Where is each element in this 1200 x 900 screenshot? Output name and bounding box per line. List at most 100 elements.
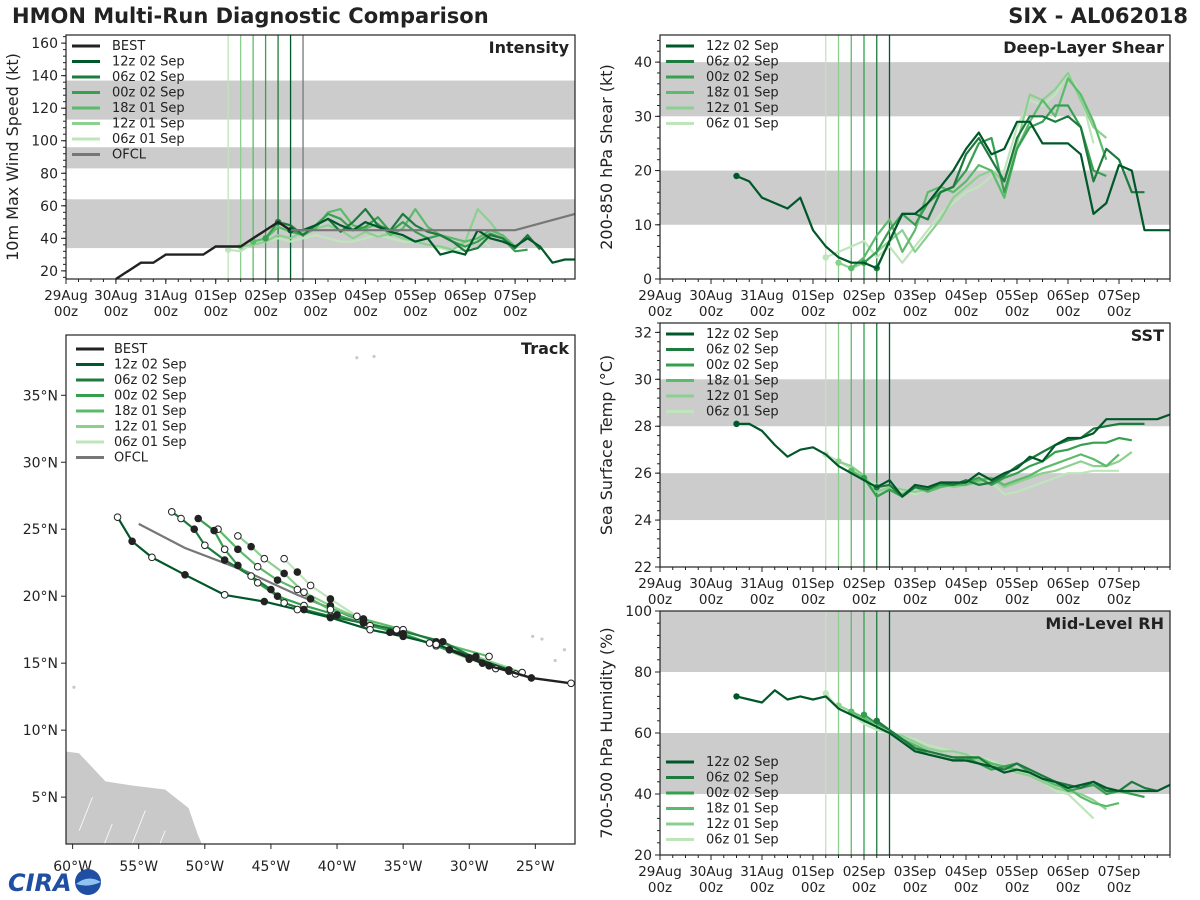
border-line-0 [131,810,146,844]
rh-ytick-label: 40 [634,787,652,803]
track-point-3 [273,576,282,584]
shear-series-start-3 [848,264,855,272]
intensity-xtick-label: 04Sep [344,288,387,304]
intensity-legend-label: 06z 02 Sep [112,70,185,85]
track-point-1 [177,514,185,523]
track-point-2 [234,561,242,570]
track-legend-label: 12z 02 Sep [114,358,187,373]
sst-xtick-label: 04Sep [945,576,988,592]
sst-xtick-label-time: 00z [750,592,774,608]
shear-ytick-label: 0 [643,272,652,288]
shear-legend-label: 12z 02 Sep [706,39,779,54]
track-point-1 [167,508,176,516]
rh-xtick-label-time: 00z [903,880,927,896]
shear-series-start-5 [822,254,829,261]
rh-legend-label: 00z 02 Sep [706,786,779,801]
track-point-1 [359,619,368,627]
shear-xtick-label-time: 00z [801,304,825,320]
border-line-2 [159,830,166,844]
track-title: Track [521,339,569,358]
track-best-point [445,645,454,654]
sst-ytick-label: 30 [634,372,652,388]
rh-xtick-label-time: 00z [699,880,723,896]
intensity-legend-label: 00z 02 Sep [112,86,185,101]
sst-xtick-label-time: 00z [852,592,876,608]
cira-logo: CIRA [8,869,101,897]
rh-xtick-label: 07Sep [1098,864,1141,880]
sst-xtick-label-time: 00z [648,592,672,608]
rh-band-1 [660,611,1170,672]
sst-legend-label: 06z 01 Sep [706,405,779,420]
island-3 [531,634,535,638]
sst-xtick-label: 29Aug [638,576,682,592]
shear-xtick-label: 06Sep [1047,288,1090,304]
rh-xtick-label-time: 00z [1056,880,1080,896]
sst-ytick-label: 22 [634,560,652,576]
track-point-0 [399,632,407,641]
shear-ytick-label: 30 [634,109,652,125]
intensity-band-2 [66,80,575,120]
track-xtick-label: 45°W [252,859,291,875]
shear-xtick-label-time: 00z [1107,304,1131,320]
cira-logo-swoosh [76,878,101,886]
shear-xtick-label-time: 00z [852,304,876,320]
intensity-best-series [115,220,292,281]
sst-series-0 [736,413,1171,498]
sst-xtick-label-time: 00z [903,592,927,608]
intensity-xtick-label: 31Aug [144,288,188,304]
intensity-legend-label: 12z 02 Sep [112,55,185,70]
rh-series-start-1 [873,717,880,724]
sst-legend-label: 12z 01 Sep [706,389,779,404]
track-best-point [527,674,536,682]
track-point-0 [220,591,229,599]
intensity-xtick-label-time: 00z [253,304,277,320]
rh-xtick-label-time: 00z [648,880,672,896]
rh-legend-label: 12z 02 Sep [706,755,779,770]
track-legend-label: 06z 01 Sep [114,435,187,450]
track-map [66,354,575,844]
shear-xtick-label: 05Sep [996,288,1039,304]
south-america-land [66,750,203,844]
track-legend-label: 06z 02 Sep [114,373,187,388]
shear-panel: 01020304029Aug00z30Aug00z31Aug00z01Sep00… [597,34,1171,320]
track-legend-label: OFCL [114,451,149,466]
island-4 [355,356,359,360]
intensity-legend-label: OFCL [112,148,147,163]
rh-xtick-label-time: 00z [1107,880,1131,896]
sst-series-start-4 [835,458,842,465]
intensity-ytick-label: 140 [31,69,58,85]
intensity-xtick-label-time: 00z [453,304,477,320]
track-point-4 [234,532,242,540]
track-legend-label: 18z 01 Sep [114,404,187,419]
shear-xtick-label: 04Sep [945,288,988,304]
shear-ytick-label: 10 [634,218,652,234]
intensity-xtick-label: 05Sep [394,288,437,304]
track-point-5 [353,612,361,621]
sst-xtick-label: 06Sep [1047,576,1090,592]
intensity-legend-label: 12z 01 Sep [112,117,185,132]
shear-xtick-label-time: 00z [1056,304,1080,320]
track-point-1 [438,637,447,646]
rh-xtick-label: 29Aug [638,864,682,880]
track-line-5 [283,557,516,675]
rh-ylabel: 700-500 hPa Humidity (%) [597,627,616,838]
shear-xtick-label-time: 00z [648,304,672,320]
rh-legend-label: 06z 02 Sep [706,771,779,786]
track-xtick-label: 30°W [450,859,489,875]
storm-identifier: SIX - AL062018 [1008,4,1188,28]
rh-series-3 [850,710,1120,808]
track-point-5 [386,628,394,637]
rh-ytick-label: 20 [634,848,652,864]
track-point-2 [273,592,282,600]
track-point-1 [247,572,255,580]
shear-legend-label: 00z 02 Sep [706,70,779,85]
track-legend-label: BEST [114,342,147,357]
track-point-0 [260,597,269,606]
track-point-0 [326,613,335,622]
cira-logo-text: CIRA [8,869,72,897]
track-point-5 [280,554,288,563]
track-point-4 [247,542,255,551]
track-best-point [567,679,575,688]
track-point-5 [293,568,302,576]
intensity-ytick-label: 60 [40,199,58,215]
